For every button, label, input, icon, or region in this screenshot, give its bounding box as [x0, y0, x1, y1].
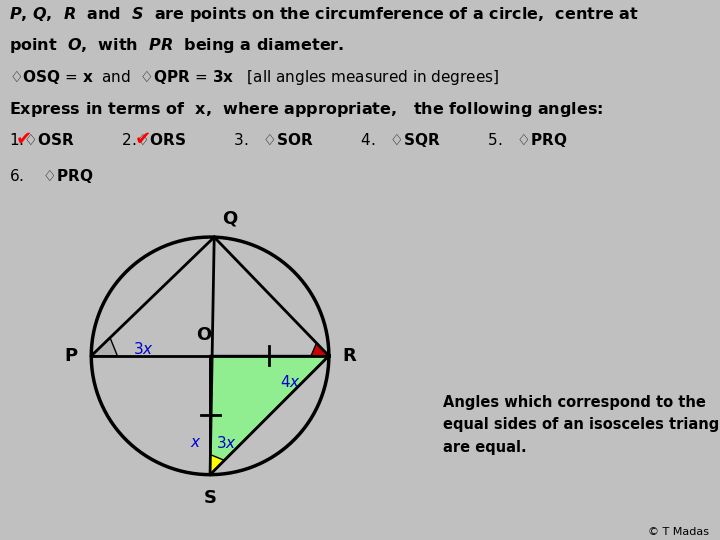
Polygon shape — [311, 343, 329, 356]
Text: $3x$: $3x$ — [132, 341, 153, 357]
Text: S: S — [204, 489, 217, 507]
Text: P: P — [64, 347, 77, 365]
Polygon shape — [91, 338, 117, 356]
Text: ✔: ✔ — [16, 131, 32, 150]
Polygon shape — [210, 455, 225, 475]
Text: O: O — [197, 326, 212, 344]
Text: Angles which correspond to the
equal sides of an isosceles triangle
are equal.: Angles which correspond to the equal sid… — [443, 395, 720, 455]
Text: $x$: $x$ — [190, 435, 202, 450]
Text: Q: Q — [222, 210, 238, 228]
Text: $4x$: $4x$ — [280, 374, 301, 390]
Text: R: R — [342, 347, 356, 365]
Text: $\bfit{P}$, $\bfit{Q}$,  $\bfit{R}$  and  $\bfit{S}$  are points on the circumfe: $\bfit{P}$, $\bfit{Q}$, $\bfit{R}$ and $… — [9, 5, 638, 24]
Text: Express in terms of  $\mathbf{x}$,  where appropriate,   the following angles:: Express in terms of $\mathbf{x}$, where … — [9, 99, 603, 119]
Text: © T Madas: © T Madas — [648, 527, 709, 537]
Text: ✔: ✔ — [135, 131, 151, 150]
Text: point  $\bfit{O}$,  with  $\bfit{PR}$  being a diameter.: point $\bfit{O}$, with $\bfit{PR}$ being… — [9, 37, 344, 56]
Text: 1.♢​$\mathbf{OSR}$          2.♢​$\mathbf{ORS}$          3.   ♢​$\mathbf{SOR}$   : 1.♢​$\mathbf{OSR}$ 2.♢​$\mathbf{ORS}$ 3.… — [9, 131, 567, 149]
Text: 6.    ♢​$\mathbf{PRQ}$: 6. ♢​$\mathbf{PRQ}$ — [9, 167, 94, 185]
Text: ♢​​​$\mathbf{OSQ}$ = $\mathbf{x}$  and  ♢​​​$\mathbf{QPR}$ = $\mathbf{3x}$   [al: ♢​​​$\mathbf{OSQ}$ = $\mathbf{x}$ and ♢​… — [9, 68, 499, 87]
Polygon shape — [210, 356, 329, 475]
Text: $3x$: $3x$ — [216, 435, 237, 450]
